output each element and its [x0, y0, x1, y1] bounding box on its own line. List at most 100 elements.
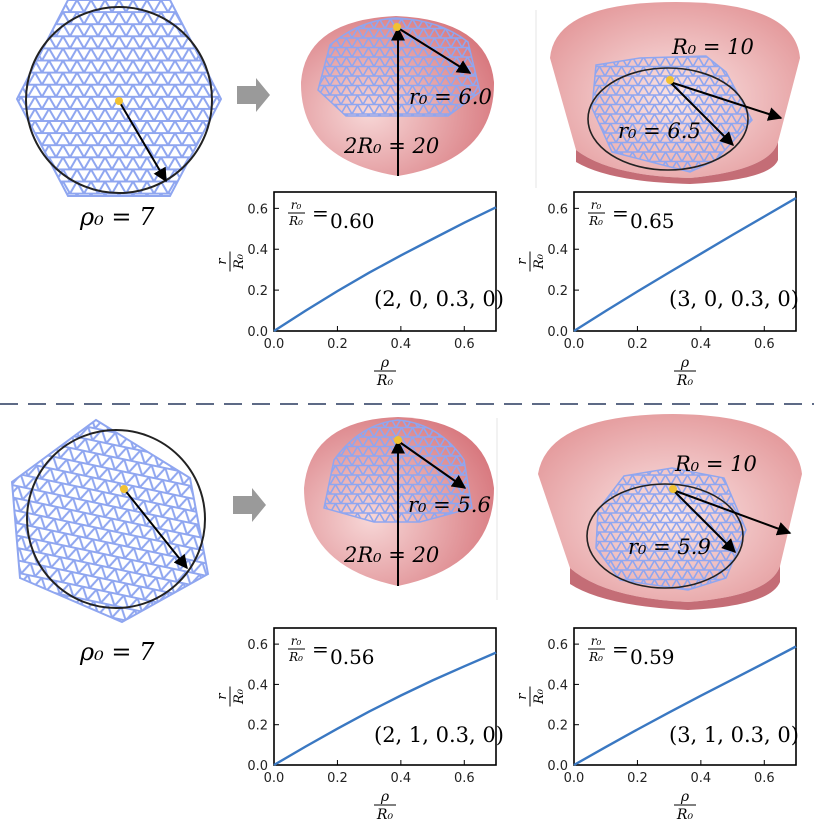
- plot-2: 0.65 (3, 0, 0.3, 0) 0.0 0.2 0.4 0.6 0.0 0.2 0.…: [515, 191, 799, 389]
- bowl-mesh: [591, 55, 753, 173]
- dome-top-node: [394, 436, 402, 444]
- y-tick-label: 0.4: [247, 243, 268, 258]
- ratio-equals: =: [612, 637, 629, 661]
- ratio-numerator: r₀: [591, 634, 602, 648]
- y-label-numerator: r: [215, 258, 230, 265]
- center-node: [120, 485, 128, 493]
- y-axis-label: r R₀: [215, 251, 247, 272]
- y-tick-label: 0.4: [547, 243, 568, 258]
- y-tick-label: 0.2: [247, 719, 268, 734]
- x-label-denominator: R₀: [376, 373, 394, 389]
- rho-label: ρ₀ = 7: [79, 203, 155, 231]
- bowl: R₀ = 10 r₀ = 6.5: [550, 2, 800, 184]
- ratio-denominator: R₀: [588, 214, 603, 228]
- plot-3: 0.56 (2, 1, 0.3, 0) 0.0 0.2 0.4 0.6 0.0 0.2 0.…: [215, 627, 504, 823]
- bowl-R-arrow: [672, 489, 792, 536]
- bowl-mesh: [595, 467, 747, 591]
- y-label-numerator: r: [215, 693, 230, 700]
- section-1: ρ₀ = 7 r₀ = 6.0 2R₀ = 20 R₀ = 10 r₀ = 6.…: [15, 0, 800, 231]
- x-label-numerator: ρ: [680, 355, 690, 371]
- y-label-numerator: r: [515, 693, 530, 700]
- x-tick-label: 0.4: [391, 337, 412, 352]
- dome-radius-arrow: [397, 27, 472, 74]
- y-tick-label: 0.2: [247, 284, 268, 299]
- radius-arrow: [123, 488, 188, 570]
- bowl: R₀ = 10 r₀ = 5.9: [538, 414, 802, 610]
- plot-ratio-label: 0.65: [630, 209, 675, 233]
- flat-sheet: ρ₀ = 7: [10, 418, 210, 666]
- y-tick-label: 0.0: [247, 759, 268, 774]
- y-tick-label: 0.6: [547, 202, 568, 217]
- plot-ratio-label: 0.59: [630, 645, 675, 669]
- y-label-numerator: r: [515, 258, 530, 265]
- data-line: [573, 197, 797, 333]
- transform-arrow: [233, 488, 266, 522]
- dome-top-node: [393, 23, 401, 31]
- y-label-denominator: R₀: [532, 253, 547, 270]
- y-label-denominator: R₀: [232, 253, 247, 270]
- x-tick-label: 0.6: [454, 337, 475, 352]
- y-tick-label: 0.2: [547, 719, 568, 734]
- x-tick-label: 0.6: [754, 337, 775, 352]
- y-tick-label: 0.4: [547, 678, 568, 693]
- plot-frame: [573, 191, 797, 332]
- plot-frame: [273, 191, 497, 332]
- bowl-r-label: r₀ = 6.5: [618, 119, 701, 143]
- y-tick-label: 0.4: [247, 678, 268, 693]
- bowl-center-node: [669, 485, 677, 493]
- bowl-r-arrow: [672, 489, 736, 553]
- bowl-boundary: [586, 483, 744, 589]
- x-tick-label: 0.4: [691, 771, 712, 786]
- dome-r-label: r₀ = 6.0: [409, 85, 492, 109]
- x-tick-label: 0.6: [754, 771, 775, 786]
- ratio-equals: =: [312, 201, 329, 225]
- ratio-denominator: R₀: [288, 214, 303, 228]
- bowl-r-arrow: [669, 81, 734, 146]
- dome: r₀ = 6.0 2R₀ = 20: [300, 16, 495, 176]
- x-label-numerator: ρ: [680, 789, 690, 805]
- y-tick-label: 0.6: [247, 202, 268, 217]
- plot-4: 0.59 (3, 1, 0.3, 0) 0.0 0.2 0.4 0.6 0.0 0.2 0.…: [515, 627, 799, 823]
- x-tick-label: 0.2: [627, 337, 648, 352]
- plot-params-label: (2, 0, 0.3, 0): [374, 287, 504, 311]
- data-line: [273, 651, 497, 767]
- dome-radius-arrow: [397, 440, 467, 489]
- bowl-rim-shadow: [570, 566, 780, 610]
- boundary-circle: [25, 6, 213, 194]
- dome-height-label: 2R₀ = 20: [343, 134, 439, 158]
- plot-1: 0.60 (2, 0, 0.3, 0) 0.0 0.2 0.4 0.6 0.0 0.2 0.…: [215, 191, 504, 389]
- bowl-R-arrow: [669, 81, 783, 121]
- ratio-numerator: r₀: [591, 198, 602, 212]
- bowl-R-label: R₀ = 10: [671, 35, 754, 59]
- x-label-denominator: R₀: [676, 807, 694, 823]
- y-tick-label: 0.0: [547, 325, 568, 340]
- x-tick-label: 0.4: [691, 337, 712, 352]
- y-axis-label: r R₀: [515, 686, 547, 707]
- data-line: [273, 206, 497, 333]
- x-tick-label: 0.0: [264, 337, 285, 352]
- bowl-R-label: R₀ = 10: [674, 452, 757, 476]
- plot-frame: [273, 627, 497, 766]
- y-label-denominator: R₀: [532, 688, 547, 705]
- x-tick-label: 0.0: [564, 771, 585, 786]
- y-axis-label: r R₀: [215, 686, 247, 707]
- y-label-denominator: R₀: [232, 688, 247, 705]
- y-tick-label: 0.0: [547, 759, 568, 774]
- section-2: ρ₀ = 7 r₀ = 5.6 2R₀ = 20 R₀ = 10 r₀ = 5.…: [10, 414, 802, 666]
- bowl-center-node: [666, 76, 674, 84]
- x-label-numerator: ρ: [380, 355, 390, 371]
- bowl-r-label: r₀ = 5.9: [628, 535, 711, 559]
- data-line: [573, 645, 797, 767]
- x-tick-label: 0.4: [391, 771, 412, 786]
- plot-params-label: (3, 0, 0.3, 0): [669, 287, 799, 311]
- y-tick-label: 0.0: [247, 325, 268, 340]
- ratio-equals: =: [312, 637, 329, 661]
- y-axis-label: r R₀: [515, 251, 547, 272]
- plot-ratio-label: 0.56: [330, 645, 375, 669]
- plot-frame: [573, 627, 797, 766]
- bowl-boundary: [587, 67, 749, 171]
- x-tick-label: 0.0: [564, 337, 585, 352]
- radius-arrow: [118, 100, 167, 183]
- y-tick-label: 0.2: [547, 284, 568, 299]
